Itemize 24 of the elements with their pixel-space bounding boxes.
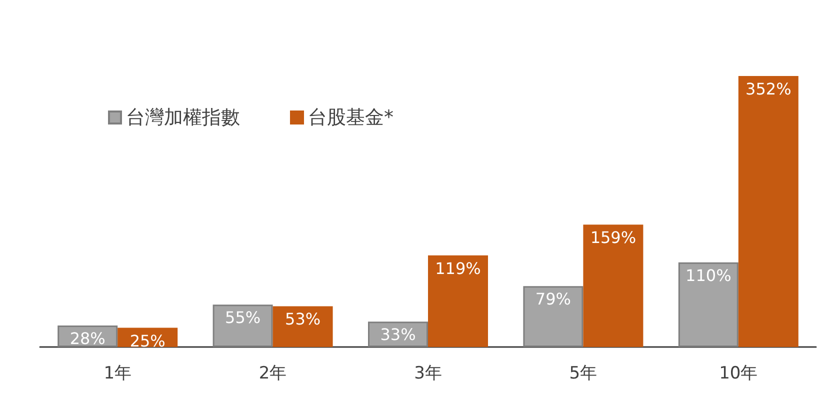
data-label: 352% xyxy=(746,80,792,98)
bar xyxy=(523,286,584,347)
x-tick-label: 1年 xyxy=(104,364,132,384)
bar xyxy=(678,262,738,347)
bar xyxy=(212,304,273,347)
x-tick-label: 2年 xyxy=(258,364,287,384)
data-label: 53% xyxy=(285,310,321,329)
legend-label: 台灣加權指數 xyxy=(126,106,240,128)
x-tick-label: 5年 xyxy=(569,364,598,384)
bar xyxy=(428,255,488,347)
data-label: 33% xyxy=(380,325,416,344)
data-label: 25% xyxy=(130,331,166,350)
data-label: 28% xyxy=(70,328,106,348)
data-label: 110% xyxy=(686,266,732,285)
legend-label: 台股基金* xyxy=(308,106,394,128)
data-label: 79% xyxy=(535,290,571,309)
data-label: 159% xyxy=(590,228,636,248)
data-label: 119% xyxy=(435,258,481,278)
data-label: 55% xyxy=(225,308,261,328)
bar xyxy=(583,224,644,347)
x-tick-label: 10年 xyxy=(719,364,758,384)
bar xyxy=(272,306,333,347)
x-tick-label: 3年 xyxy=(414,364,442,384)
bar xyxy=(738,76,798,347)
